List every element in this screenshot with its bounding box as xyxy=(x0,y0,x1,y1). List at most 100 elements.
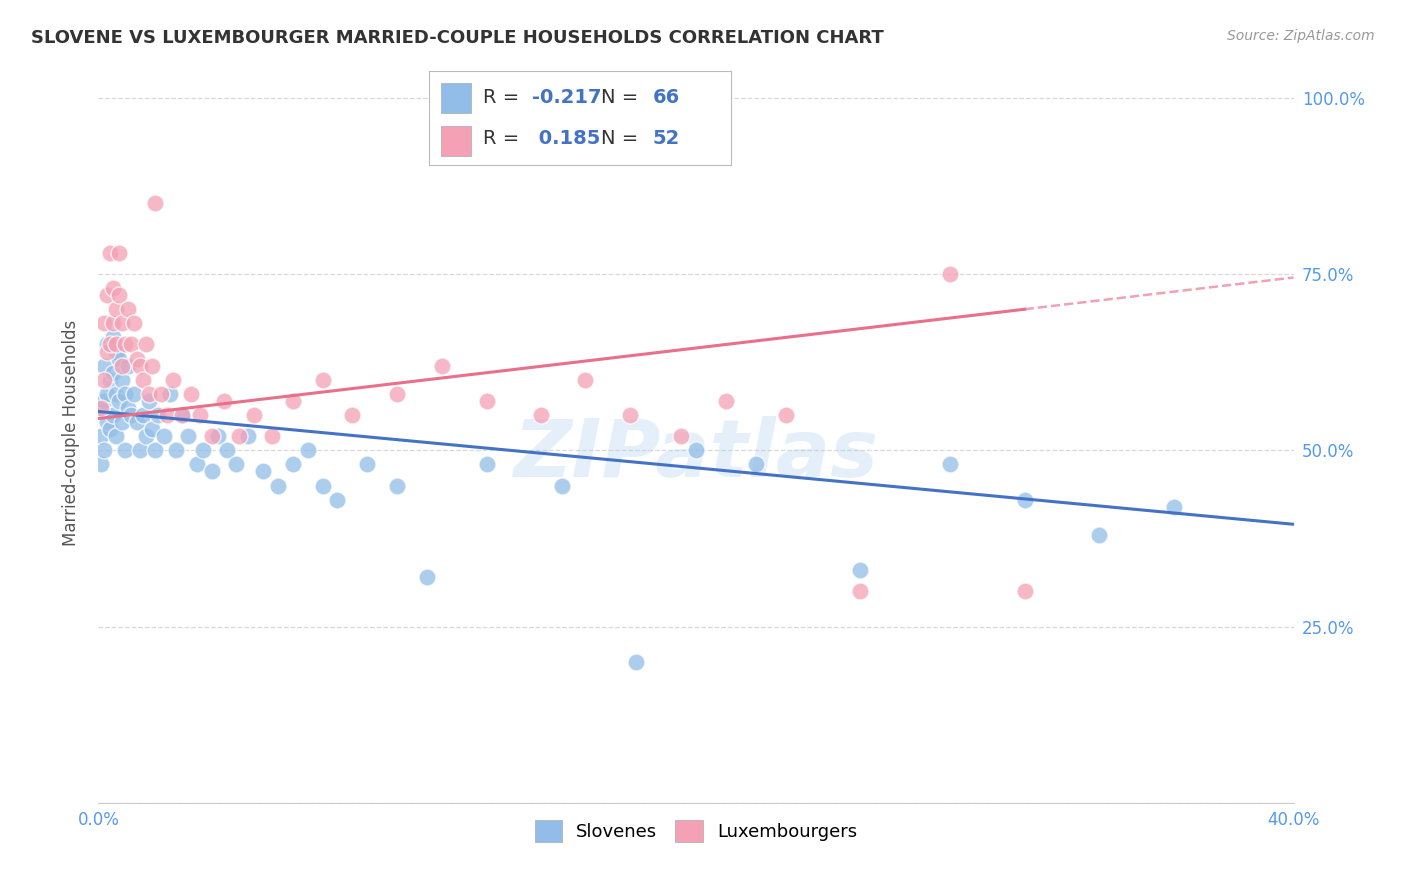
Legend: Slovenes, Luxembourgers: Slovenes, Luxembourgers xyxy=(527,813,865,849)
Text: Source: ZipAtlas.com: Source: ZipAtlas.com xyxy=(1227,29,1375,43)
Point xyxy=(120,408,142,422)
Point xyxy=(105,387,128,401)
Point xyxy=(93,316,115,330)
Point xyxy=(745,458,768,472)
Point xyxy=(96,415,118,429)
Point xyxy=(114,337,136,351)
Point xyxy=(177,429,200,443)
Point xyxy=(93,373,115,387)
Point xyxy=(243,408,266,422)
Point xyxy=(775,408,797,422)
Point xyxy=(93,393,115,408)
Point xyxy=(138,387,160,401)
Point xyxy=(129,359,152,373)
Point xyxy=(165,443,187,458)
Point xyxy=(143,443,166,458)
Point xyxy=(201,429,224,443)
Point xyxy=(267,478,290,492)
Point xyxy=(90,429,112,443)
Point xyxy=(120,337,142,351)
Point xyxy=(1088,528,1111,542)
Point xyxy=(685,443,707,458)
Point xyxy=(939,267,962,281)
Point xyxy=(252,464,274,478)
Point xyxy=(849,563,872,577)
Point xyxy=(849,584,872,599)
Point xyxy=(201,464,224,478)
Point xyxy=(117,359,139,373)
Point xyxy=(1014,492,1036,507)
Point xyxy=(96,344,118,359)
Point xyxy=(103,281,125,295)
Point xyxy=(207,429,229,443)
Point xyxy=(108,351,131,366)
Point xyxy=(574,373,596,387)
Point xyxy=(132,373,155,387)
Point xyxy=(90,401,112,415)
Point xyxy=(326,492,349,507)
Point xyxy=(108,393,131,408)
Text: SLOVENE VS LUXEMBOURGER MARRIED-COUPLE HOUSEHOLDS CORRELATION CHART: SLOVENE VS LUXEMBOURGER MARRIED-COUPLE H… xyxy=(31,29,884,46)
Point xyxy=(311,478,333,492)
Point xyxy=(103,316,125,330)
Point xyxy=(669,429,692,443)
Point xyxy=(260,429,283,443)
Point xyxy=(105,344,128,359)
Point xyxy=(342,408,364,422)
Point xyxy=(150,387,173,401)
Point xyxy=(93,443,115,458)
Point xyxy=(281,393,304,408)
Point xyxy=(714,393,737,408)
Point xyxy=(127,351,149,366)
Point xyxy=(188,408,211,422)
Text: R =: R = xyxy=(484,128,526,148)
Point xyxy=(124,316,146,330)
Point xyxy=(111,415,134,429)
Text: ZIPatlas: ZIPatlas xyxy=(513,416,879,494)
Point xyxy=(180,387,202,401)
Point xyxy=(281,458,304,472)
Text: 0.185: 0.185 xyxy=(531,128,600,148)
Text: -0.217: -0.217 xyxy=(531,87,602,107)
Point xyxy=(228,429,250,443)
Point xyxy=(96,337,118,351)
Text: 66: 66 xyxy=(652,87,679,107)
Point xyxy=(103,330,125,344)
Point xyxy=(135,337,157,351)
Point xyxy=(191,443,214,458)
Point xyxy=(124,387,146,401)
Point xyxy=(159,387,181,401)
Point xyxy=(619,408,641,422)
Point xyxy=(108,245,131,260)
Text: N =: N = xyxy=(602,87,644,107)
Point xyxy=(103,408,125,422)
FancyBboxPatch shape xyxy=(441,126,471,156)
Point xyxy=(135,429,157,443)
Text: 52: 52 xyxy=(652,128,679,148)
Point xyxy=(141,422,163,436)
Point xyxy=(626,655,648,669)
Text: R =: R = xyxy=(484,87,526,107)
Point xyxy=(90,401,112,415)
Point xyxy=(475,458,498,472)
Point xyxy=(186,458,208,472)
Point xyxy=(385,387,409,401)
Point xyxy=(225,458,247,472)
Point xyxy=(96,387,118,401)
Point xyxy=(132,408,155,422)
Point xyxy=(153,429,176,443)
Text: N =: N = xyxy=(602,128,644,148)
Point xyxy=(138,393,160,408)
Y-axis label: Married-couple Households: Married-couple Households xyxy=(62,319,80,546)
Point xyxy=(93,359,115,373)
Point xyxy=(430,359,453,373)
Point xyxy=(1014,584,1036,599)
Point xyxy=(297,443,319,458)
Point xyxy=(939,458,962,472)
Point xyxy=(111,316,134,330)
Point xyxy=(98,245,122,260)
Point xyxy=(530,408,553,422)
Point xyxy=(105,337,128,351)
Point xyxy=(129,443,152,458)
Point xyxy=(172,408,194,422)
